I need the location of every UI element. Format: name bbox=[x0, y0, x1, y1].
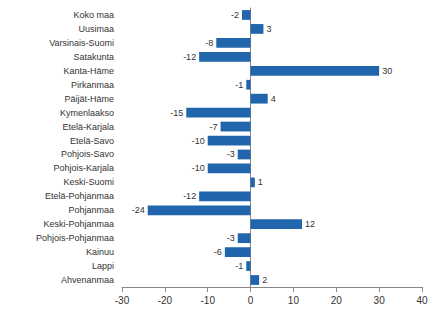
svg-text:-3: -3 bbox=[227, 233, 235, 243]
svg-text:30: 30 bbox=[374, 295, 386, 306]
svg-text:-6: -6 bbox=[214, 247, 222, 257]
svg-text:Etelä-Karjala: Etelä-Karjala bbox=[62, 122, 114, 132]
svg-text:0: 0 bbox=[248, 295, 254, 306]
svg-text:Varsinais-Suomi: Varsinais-Suomi bbox=[49, 38, 114, 48]
svg-text:3: 3 bbox=[266, 24, 271, 34]
svg-text:Pohjois-Pohjanmaa: Pohjois-Pohjanmaa bbox=[36, 233, 114, 243]
svg-text:12: 12 bbox=[305, 219, 315, 229]
svg-text:-20: -20 bbox=[158, 295, 173, 306]
svg-text:-10: -10 bbox=[192, 163, 205, 173]
svg-text:Satakunta: Satakunta bbox=[73, 52, 114, 62]
svg-text:4: 4 bbox=[271, 94, 276, 104]
svg-text:Etelä-Pohjanmaa: Etelä-Pohjanmaa bbox=[45, 191, 114, 201]
svg-text:-1: -1 bbox=[235, 80, 243, 90]
svg-text:-8: -8 bbox=[205, 38, 213, 48]
svg-text:Koko maa: Koko maa bbox=[73, 10, 114, 20]
svg-text:-12: -12 bbox=[183, 191, 196, 201]
svg-text:40: 40 bbox=[416, 295, 428, 306]
svg-text:Uusimaa: Uusimaa bbox=[78, 24, 114, 34]
svg-text:Keski-Suomi: Keski-Suomi bbox=[63, 177, 114, 187]
svg-text:-7: -7 bbox=[210, 122, 218, 132]
svg-text:1: 1 bbox=[258, 177, 263, 187]
svg-text:-15: -15 bbox=[170, 108, 183, 118]
svg-text:Kanta-Häme: Kanta-Häme bbox=[63, 66, 114, 76]
svg-text:30: 30 bbox=[382, 66, 392, 76]
svg-text:-1: -1 bbox=[235, 261, 243, 271]
svg-text:Pirkanmaa: Pirkanmaa bbox=[71, 80, 114, 90]
svg-text:Kainuu: Kainuu bbox=[86, 247, 114, 257]
svg-text:Kymenlaakso: Kymenlaakso bbox=[60, 108, 114, 118]
svg-text:Päijät-Häme: Päijät-Häme bbox=[64, 94, 114, 104]
svg-text:Ahvenanmaa: Ahvenanmaa bbox=[61, 275, 114, 285]
svg-text:Pohjois-Savo: Pohjois-Savo bbox=[61, 149, 114, 159]
svg-text:Pohjanmaa: Pohjanmaa bbox=[68, 205, 114, 215]
svg-text:2: 2 bbox=[262, 275, 267, 285]
svg-text:Pohjois-Karjala: Pohjois-Karjala bbox=[53, 163, 114, 173]
svg-text:-2: -2 bbox=[231, 10, 239, 20]
svg-text:-10: -10 bbox=[192, 136, 205, 146]
svg-text:-24: -24 bbox=[132, 205, 145, 215]
svg-text:-3: -3 bbox=[227, 149, 235, 159]
svg-text:Lappi: Lappi bbox=[92, 261, 114, 271]
svg-text:10: 10 bbox=[288, 295, 300, 306]
svg-text:-12: -12 bbox=[183, 52, 196, 62]
svg-text:-10: -10 bbox=[200, 295, 215, 306]
svg-text:20: 20 bbox=[331, 295, 343, 306]
svg-text:Keski-Pohjanmaa: Keski-Pohjanmaa bbox=[43, 219, 114, 229]
svg-text:Etelä-Savo: Etelä-Savo bbox=[70, 136, 114, 146]
svg-text:-30: -30 bbox=[115, 295, 130, 306]
